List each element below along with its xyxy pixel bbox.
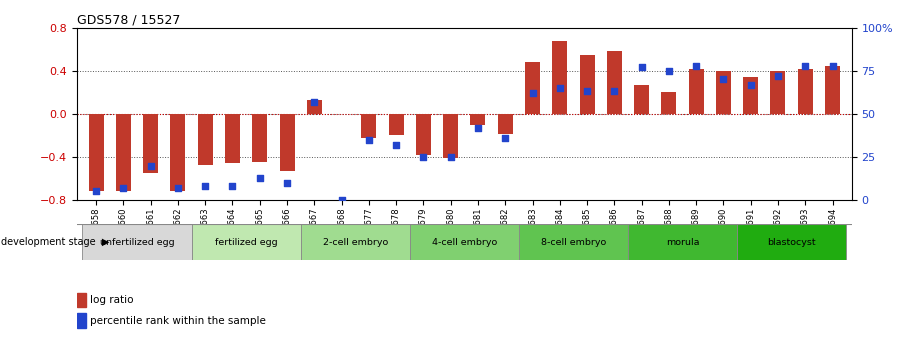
Bar [470, 114, 486, 125]
Text: morula: morula [666, 238, 699, 247]
Bar [116, 114, 130, 191]
Point [416, 154, 430, 160]
Bar [798, 69, 813, 114]
Point [798, 63, 813, 68]
Point [825, 63, 840, 68]
Text: 2-cell embryo: 2-cell embryo [323, 238, 388, 247]
Bar [225, 114, 240, 164]
Bar [661, 92, 677, 114]
Point [580, 89, 594, 94]
Bar [389, 114, 404, 136]
Point [334, 197, 349, 203]
Text: percentile rank within the sample: percentile rank within the sample [90, 316, 265, 326]
Bar [716, 71, 731, 114]
Point [443, 154, 458, 160]
Bar [301, 224, 410, 260]
Point [389, 142, 403, 148]
Bar [607, 51, 622, 114]
Bar [198, 114, 213, 165]
Point [553, 85, 567, 91]
Bar [170, 114, 186, 191]
Bar [143, 114, 159, 173]
Bar [525, 62, 540, 114]
Bar [743, 77, 758, 114]
Text: GDS578 / 15527: GDS578 / 15527 [77, 13, 180, 27]
Point [607, 89, 622, 94]
Bar [307, 100, 322, 114]
Point [198, 184, 212, 189]
Point [471, 125, 486, 130]
Bar [634, 85, 649, 114]
Text: fertilized egg: fertilized egg [215, 238, 277, 247]
Point [143, 163, 158, 168]
Point [89, 189, 103, 194]
Point [771, 73, 786, 79]
Text: 8-cell embryo: 8-cell embryo [541, 238, 606, 247]
Point [253, 175, 267, 180]
Point [525, 90, 540, 96]
Point [744, 82, 758, 87]
Point [634, 65, 649, 70]
Bar [737, 224, 846, 260]
Point [661, 68, 676, 73]
Text: blastocyst: blastocyst [767, 238, 816, 247]
Bar [191, 224, 301, 260]
Bar [82, 224, 191, 260]
Bar [280, 114, 294, 171]
Bar [361, 114, 376, 138]
Bar [443, 114, 458, 158]
Text: 4-cell embryo: 4-cell embryo [431, 238, 497, 247]
Bar [252, 114, 267, 162]
Text: unfertilized egg: unfertilized egg [100, 238, 174, 247]
Bar [628, 224, 737, 260]
Point [280, 180, 294, 186]
Bar [77, 313, 86, 328]
Point [226, 184, 240, 189]
Bar [553, 41, 567, 114]
Bar [77, 293, 86, 307]
Bar [825, 66, 840, 114]
Point [116, 185, 130, 191]
Point [689, 63, 703, 68]
Bar [689, 69, 704, 114]
Point [361, 137, 376, 142]
Bar [497, 114, 513, 134]
Bar [410, 224, 519, 260]
Text: development stage  ▶: development stage ▶ [1, 237, 110, 247]
Point [498, 135, 513, 141]
Point [307, 99, 322, 105]
Bar [770, 71, 786, 114]
Text: log ratio: log ratio [90, 295, 133, 305]
Bar [580, 55, 594, 114]
Point [170, 185, 185, 191]
Point [717, 77, 731, 82]
Bar [89, 114, 103, 191]
Bar [519, 224, 628, 260]
Bar [416, 114, 431, 155]
